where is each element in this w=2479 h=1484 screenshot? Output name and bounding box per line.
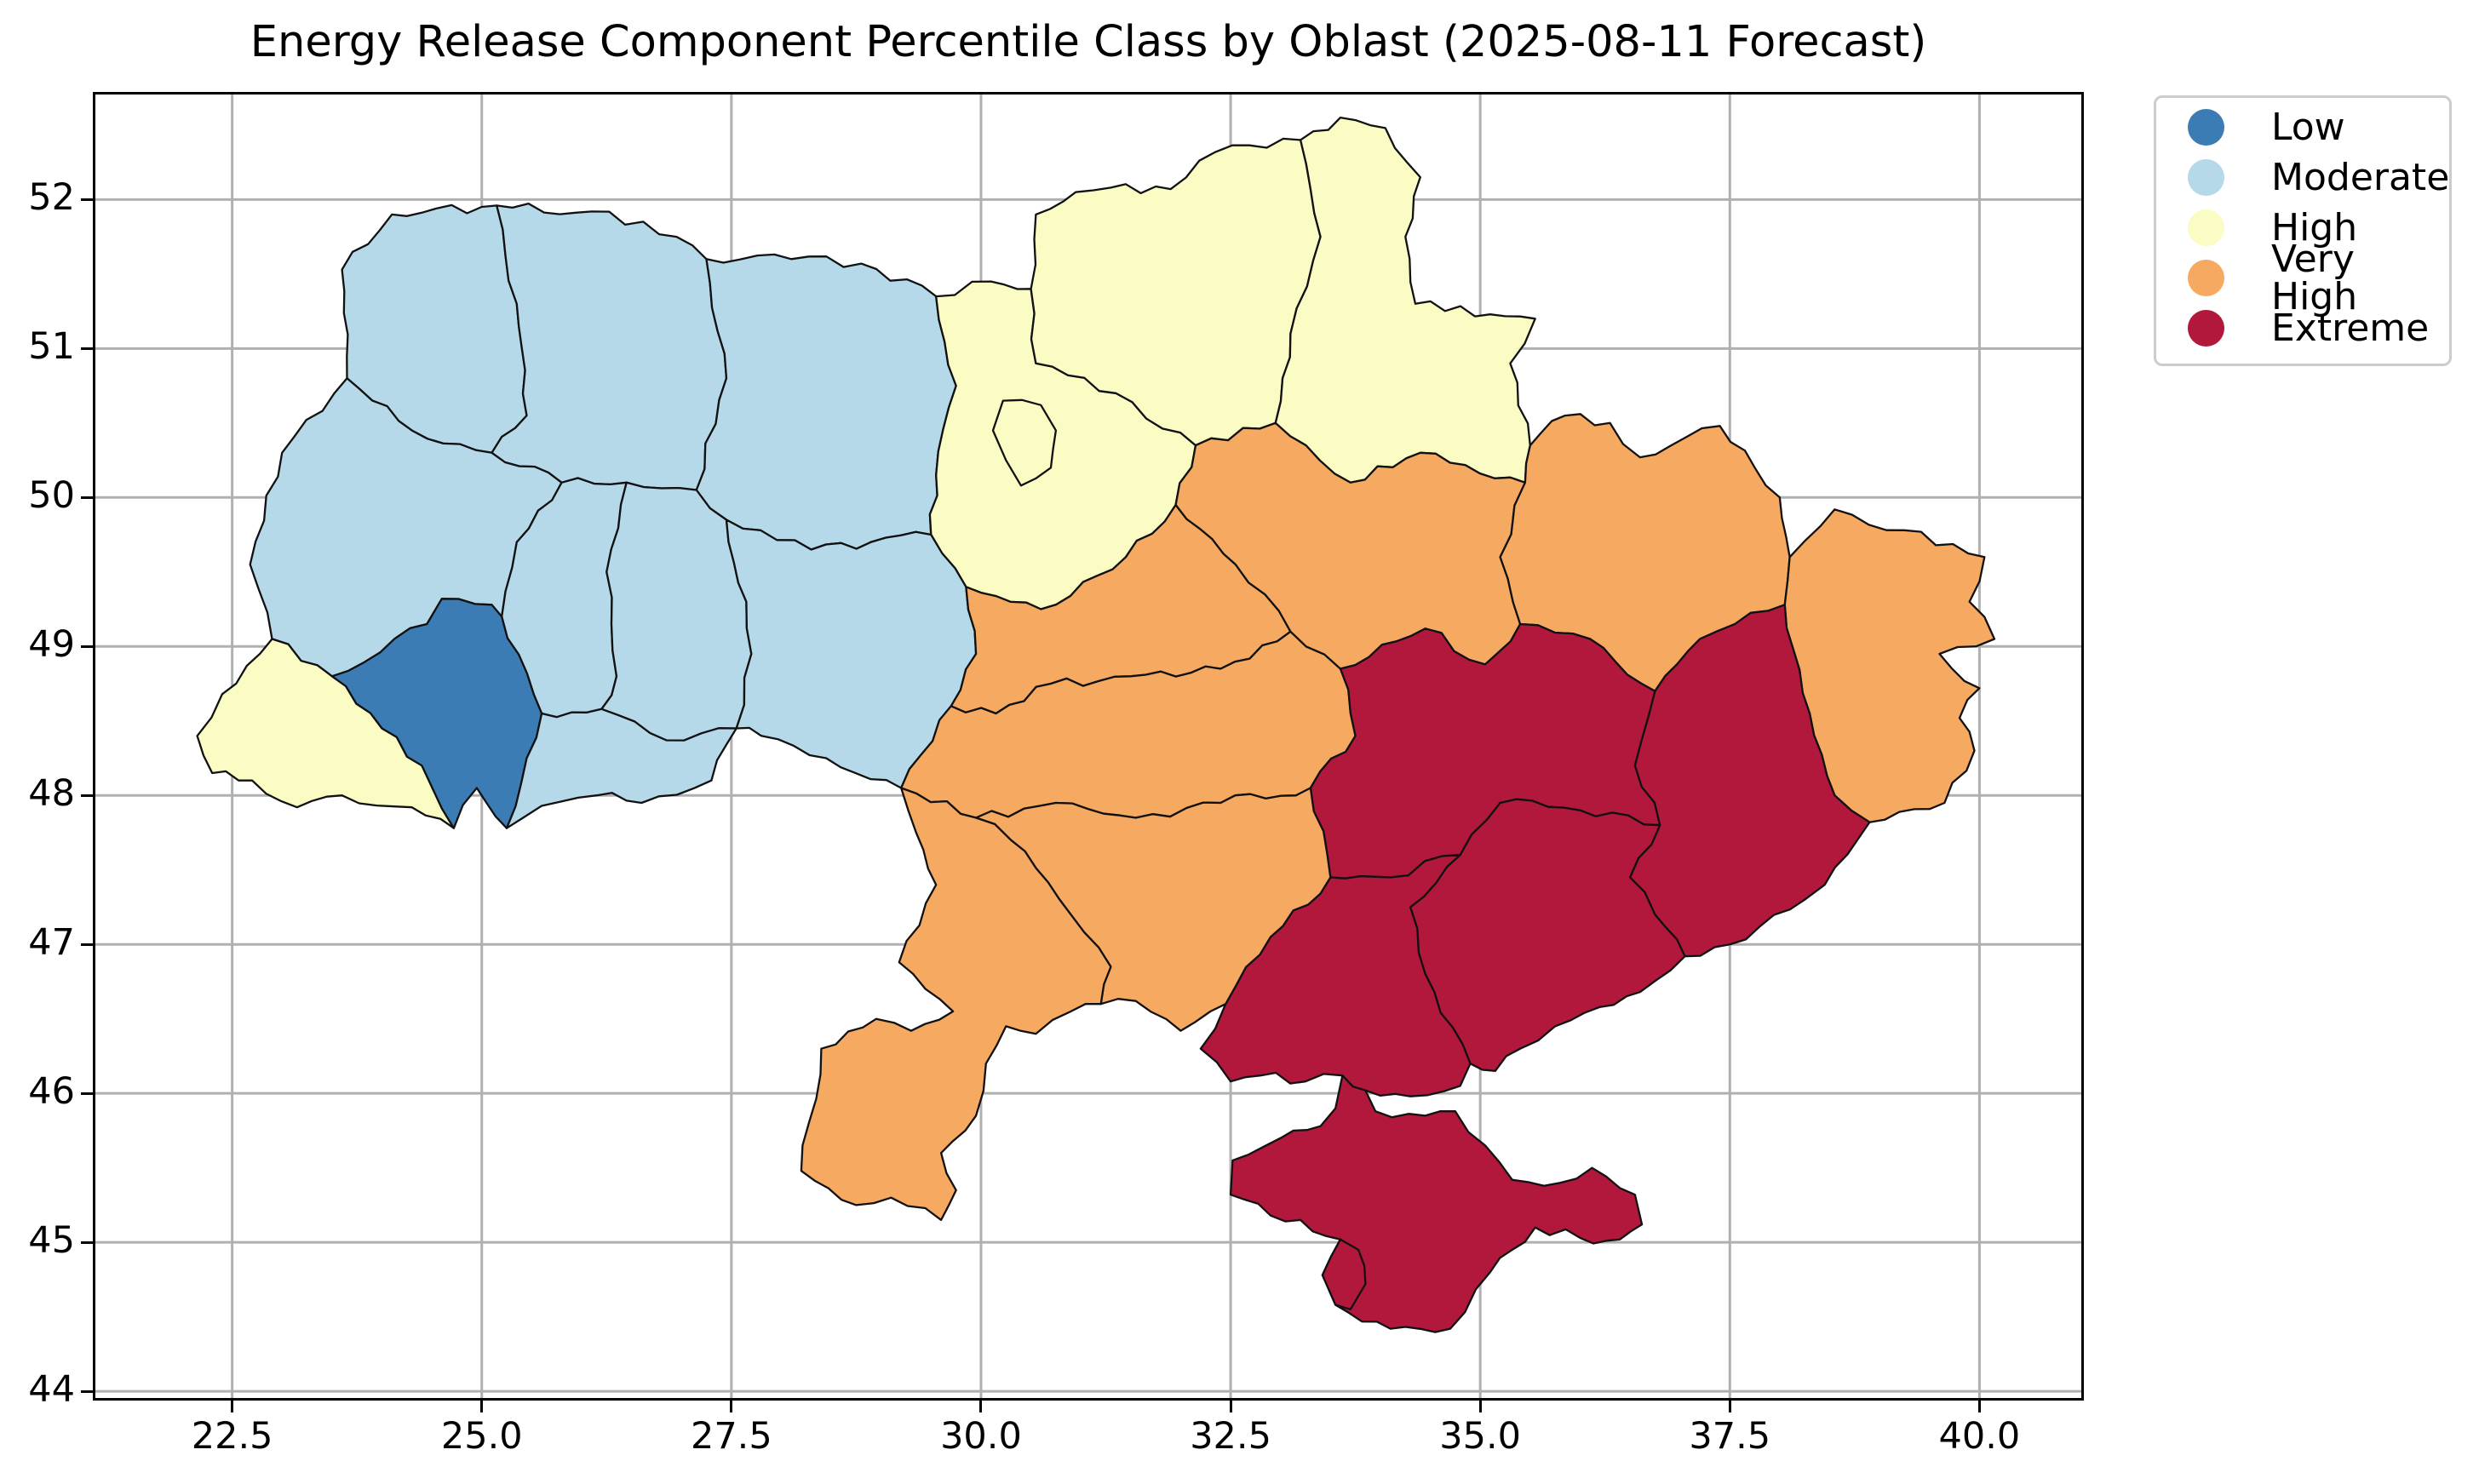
legend-swatch-icon [2188,260,2224,296]
legend-swatch-icon [2188,310,2224,347]
y-tick-mark [81,794,93,797]
x-tick-mark [1478,1401,1482,1412]
x-tick-label: 25.0 [440,1415,523,1458]
legend-item-very-high: Very High [2156,240,2449,315]
y-tick-mark [81,347,93,350]
legend-item-moderate: Moderate [2156,152,2449,203]
region-sumy [1274,116,1536,484]
region-zhytomyr [695,253,957,551]
region-crimea [1229,1074,1644,1333]
y-tick-label: 44 [28,1368,75,1412]
y-tick-label: 51 [28,325,75,369]
y-tick-label: 50 [28,474,75,518]
legend-swatch-icon [2188,109,2224,146]
x-tick-label: 40.0 [1938,1415,2021,1458]
x-tick-label: 32.5 [1190,1415,1271,1458]
y-tick-label: 46 [28,1070,75,1114]
y-tick-mark [81,1240,93,1244]
legend-item-extreme: Extreme [2156,303,2449,353]
region-kyiv-city [991,398,1058,487]
y-tick-label: 49 [28,623,75,667]
legend-item-label: Moderate [2271,155,2450,199]
region-odesa [800,787,1112,1222]
y-tick-label: 47 [28,921,75,965]
legend: Low Moderate High Very High Extreme [2154,95,2452,366]
region-chernivtsi [505,708,737,829]
y-tick-mark [81,198,93,201]
legend-item-high: High [2156,203,2449,253]
legend-swatch-icon [2188,159,2224,196]
legend-item-label: High [2271,205,2358,249]
legend-item-low: Low [2156,102,2449,152]
y-tick-mark [81,1092,93,1095]
x-tick-mark [480,1401,484,1412]
region-ivano-frankivsk [330,598,543,829]
y-tick-mark [81,1389,93,1393]
y-tick-mark [81,496,93,499]
y-tick-mark [81,943,93,946]
region-sevastopol [1321,1238,1367,1311]
x-tick-mark [1728,1401,1731,1412]
legend-item-label: Very High [2271,237,2358,318]
map-svg [95,95,2081,1398]
legend-item-label: Extreme [2271,306,2430,350]
x-tick-label: 37.5 [1689,1415,1771,1458]
legend-rows: Low Moderate High Very High Extreme [2156,102,2449,353]
y-tick-label: 48 [28,772,75,816]
x-tick-mark [1229,1401,1232,1412]
x-tick-label: 27.5 [690,1415,772,1458]
x-tick-mark [231,1401,234,1412]
legend-swatch-icon [2188,209,2224,246]
y-tick-label: 45 [28,1219,75,1263]
x-tick-mark [1977,1401,1981,1412]
x-tick-label: 22.5 [191,1415,273,1458]
y-tick-label: 52 [28,176,75,220]
region-rivne [491,202,728,491]
x-tick-label: 35.0 [1439,1415,1522,1458]
x-tick-mark [730,1401,733,1412]
legend-item-label: Low [2271,105,2345,149]
x-tick-mark [979,1401,983,1412]
region-donetsk [1628,604,1871,958]
x-tick-label: 30.0 [940,1415,1022,1458]
y-tick-mark [81,645,93,648]
chart-title: Energy Release Component Percentile Clas… [250,17,1927,67]
plot-area [93,92,2084,1401]
